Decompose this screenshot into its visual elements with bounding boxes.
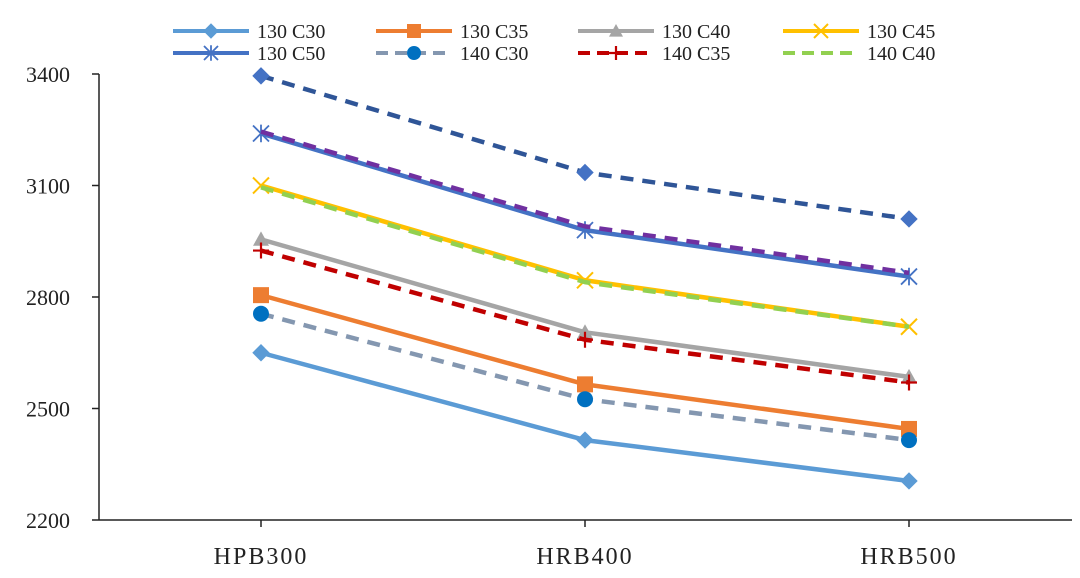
marker-square	[407, 24, 421, 38]
legend-entry: 130 C30	[173, 21, 325, 43]
legend-label: 130 C35	[460, 21, 528, 43]
marker-triangle	[577, 324, 593, 339]
y-tick-label: 2500	[26, 397, 70, 422]
marker-circle	[407, 46, 421, 60]
marker-plus	[577, 331, 593, 348]
marker-plus	[253, 242, 269, 259]
series-line	[260, 131, 910, 279]
legend-entry: 130 C35	[376, 21, 528, 43]
legend-entry: 130 C40	[578, 21, 730, 43]
marker-diamond	[900, 472, 918, 490]
y-axis-ticks: 2200 2500 2800 3100 3400	[26, 62, 99, 533]
series-10	[252, 67, 918, 228]
series-3	[253, 231, 917, 384]
marker-diamond	[203, 23, 219, 39]
series-2	[253, 287, 917, 437]
legend-entry: 140 C40	[783, 43, 935, 65]
marker-diamond	[252, 67, 270, 85]
marker-diamond	[252, 344, 270, 362]
chart-axes	[98, 74, 1072, 521]
y-tick-label: 3100	[26, 174, 70, 199]
series-line	[260, 185, 910, 329]
x-tick-label: HRB400	[536, 544, 633, 570]
marker-circle	[577, 391, 593, 408]
marker-triangle	[609, 24, 623, 37]
marker-square	[577, 376, 593, 393]
legend-label: 140 C40	[867, 43, 935, 65]
marker-square	[253, 287, 269, 304]
legend-label: 130 C40	[662, 21, 730, 43]
x-axis-labels: HPB300 HRB400 HRB500	[214, 520, 957, 570]
chart-legend: 130 C30 130 C35 130 C40 130 C45 130 C50 140 C…	[173, 21, 935, 65]
marker-circle	[901, 432, 917, 449]
series-line	[260, 237, 910, 380]
marker-star	[203, 45, 219, 61]
series-5	[252, 124, 918, 286]
legend-label: 140 C35	[662, 43, 730, 65]
series-layer	[252, 67, 918, 490]
series-9	[260, 129, 910, 276]
series-1	[252, 344, 918, 490]
marker-square	[901, 420, 917, 437]
legend-label: 130 C50	[257, 43, 325, 65]
legend-label: 130 C30	[257, 21, 325, 43]
marker-triangle	[253, 231, 269, 246]
series-line	[260, 129, 910, 276]
marker-diamond	[900, 210, 918, 228]
legend-label: 140 C30	[460, 43, 528, 65]
series-7	[253, 242, 917, 391]
y-tick-label: 2800	[26, 285, 70, 310]
series-4	[252, 176, 918, 336]
legend-label: 130 C45	[867, 21, 935, 43]
marker-diamond	[576, 163, 594, 182]
marker-plus	[609, 46, 623, 60]
marker-plus	[901, 374, 917, 391]
series-6	[253, 305, 917, 449]
marker-x	[813, 23, 829, 39]
y-tick-label: 2200	[26, 508, 70, 533]
y-tick-label: 3400	[26, 62, 70, 87]
x-tick-label: HRB500	[860, 544, 957, 570]
marker-diamond	[576, 431, 594, 449]
legend-entry: 140 C35	[578, 43, 730, 65]
legend-entry: 140 C30	[376, 43, 528, 65]
series-line	[260, 73, 910, 222]
series-line	[260, 183, 910, 329]
marker-circle	[253, 305, 269, 322]
legend-entry: 130 C50	[173, 43, 325, 65]
legend-entry: 130 C45	[783, 21, 935, 43]
x-tick-label: HPB300	[214, 544, 309, 570]
series-8	[260, 185, 910, 329]
